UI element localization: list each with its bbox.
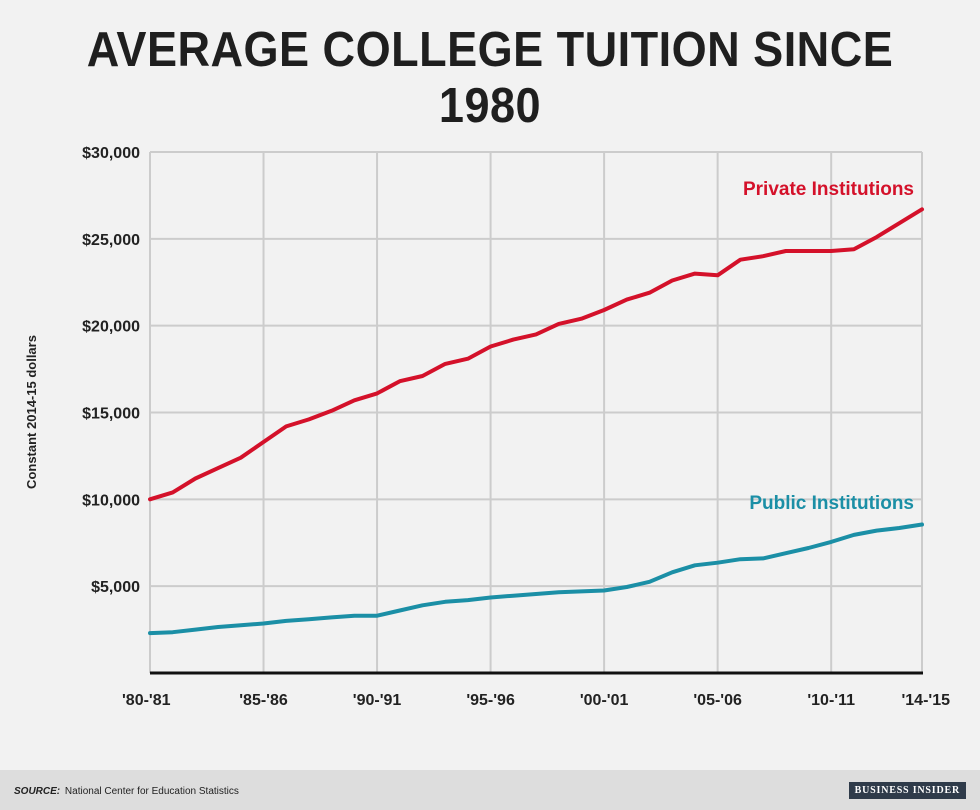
public-institutions-line [148, 522, 924, 636]
x-tick-label: '95-'96 [466, 692, 515, 709]
x-tick-label: '10-'11 [807, 692, 855, 709]
x-tick-label: '80-'81 [122, 692, 171, 709]
x-tick-label: '90-'91 [353, 692, 402, 709]
x-tick-label: '14-'15 [901, 692, 950, 709]
grid [149, 151, 923, 673]
y-tick-label: $10,000 [82, 492, 140, 509]
source-line: SOURCE: National Center for Education St… [14, 786, 239, 797]
y-tick-label: $20,000 [82, 319, 140, 336]
y-tick-label: $15,000 [82, 406, 140, 423]
source-label: SOURCE: [14, 786, 61, 797]
public-institutions-label: Public Institutions [749, 493, 914, 514]
labels: $5,000 $10,000 $15,000 $20,000 $25,000 $30,00… [24, 145, 950, 709]
y-axis-label: Constant 2014-15 dollars [24, 335, 39, 489]
footer-bar: SOURCE: National Center for Education St… [0, 770, 980, 810]
private-institutions-line [148, 207, 924, 502]
source-text: National Center for Education Statistics [64, 786, 239, 797]
chart: $5,000 $10,000 $15,000 $20,000 $25,000 $30,00… [24, 145, 950, 709]
page-title: AVERAGE COLLEGE TUITION SINCE 1980 [86, 23, 894, 133]
y-tick-label: $25,000 [82, 232, 140, 249]
x-tick-label: '85-'86 [239, 692, 288, 709]
series-lines [148, 207, 924, 636]
x-tick-label: '00-'01 [580, 692, 629, 709]
brand-logo: BUSINESS INSIDER [848, 782, 966, 799]
y-tick-label: $5,000 [91, 579, 140, 596]
private-institutions-label: Private Institutions [743, 179, 914, 200]
y-tick-label: $30,000 [82, 145, 140, 162]
x-tick-label: '05-'06 [693, 692, 742, 709]
